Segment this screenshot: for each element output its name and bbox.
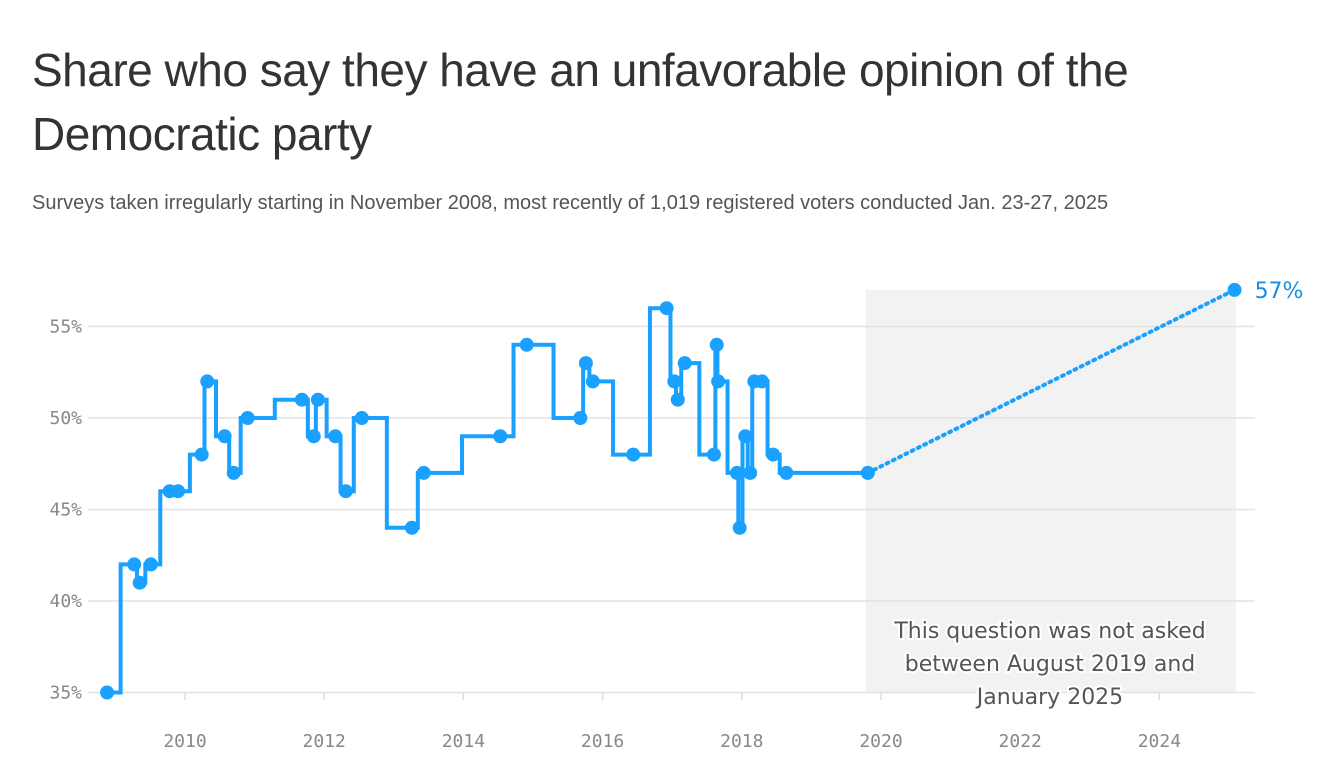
data-point — [493, 429, 508, 444]
data-point — [240, 411, 255, 425]
data-point — [706, 447, 721, 462]
x-tick-label: 2022 — [999, 731, 1042, 752]
x-tick-label: 2016 — [581, 731, 624, 752]
data-point — [294, 392, 309, 407]
data-point — [404, 520, 419, 535]
data-point — [659, 301, 674, 316]
x-tick-label: 2010 — [163, 731, 206, 752]
data-point — [738, 429, 753, 444]
data-point — [667, 374, 682, 389]
data-point — [132, 575, 147, 590]
data-point — [328, 429, 343, 444]
series-line — [107, 306, 868, 695]
latest-data-point — [1227, 282, 1242, 297]
data-point — [519, 337, 534, 352]
data-point — [626, 447, 641, 462]
data-point — [310, 392, 325, 407]
data-point — [100, 685, 115, 700]
data-point — [306, 429, 321, 444]
data-point — [573, 411, 588, 425]
data-point — [766, 447, 781, 462]
y-tick-label: 35% — [49, 683, 82, 704]
data-point — [171, 484, 186, 499]
data-point — [338, 484, 353, 499]
data-point — [226, 465, 241, 480]
data-point — [711, 374, 726, 389]
data-point — [732, 520, 747, 535]
x-tick-label: 2020 — [859, 731, 902, 752]
data-point — [670, 392, 685, 407]
data-point — [860, 465, 875, 480]
data-point — [677, 356, 692, 371]
y-tick-label: 50% — [49, 408, 82, 429]
data-point — [743, 465, 758, 480]
data-point — [200, 374, 215, 389]
data-point — [779, 465, 794, 480]
gap-annotation-line: January 2025 — [975, 685, 1123, 710]
latest-value-label: 57% — [1255, 279, 1304, 304]
x-tick-label: 2024 — [1138, 731, 1181, 752]
x-tick-label: 2018 — [720, 731, 763, 752]
chart-title: Share who say they have an unfavorable o… — [32, 44, 1129, 160]
data-point — [143, 557, 158, 572]
data-point — [194, 447, 209, 462]
y-tick-label: 45% — [49, 500, 82, 521]
data-point — [754, 374, 769, 389]
data-point — [709, 337, 724, 352]
y-tick-label: 55% — [49, 317, 82, 338]
data-point — [729, 465, 744, 480]
data-point — [578, 356, 593, 371]
data-point — [127, 557, 142, 572]
chart-subtitle: Surveys taken irregularly starting in No… — [32, 192, 1109, 214]
data-point — [585, 374, 600, 389]
x-tick-label: 2014 — [442, 731, 485, 752]
data-point — [354, 411, 369, 425]
y-tick-label: 40% — [49, 591, 82, 612]
x-tick-label: 2012 — [303, 731, 346, 752]
data-point — [217, 429, 232, 444]
data-point — [416, 465, 431, 480]
gap-annotation-line: This question was not asked — [893, 619, 1205, 644]
gap-annotation-line: between August 2019 and — [905, 652, 1195, 677]
gap-region — [865, 290, 1236, 693]
dotted-connector — [865, 287, 1237, 475]
